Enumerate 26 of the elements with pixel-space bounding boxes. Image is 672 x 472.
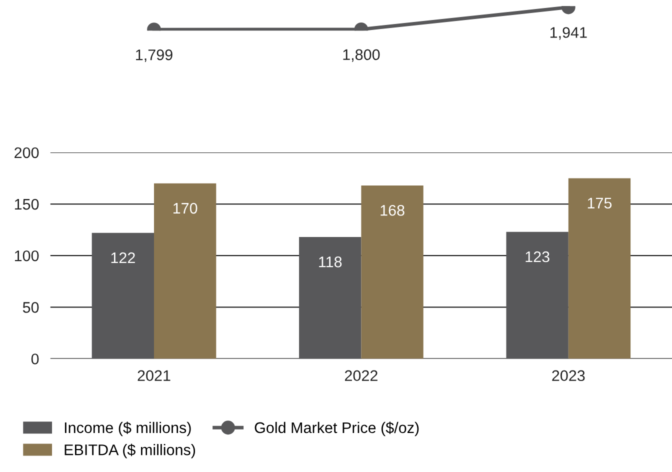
bar [506,232,568,359]
data-label: 168 [380,204,404,216]
y-tick-label: 200 [14,147,39,158]
data-label: 122 [111,252,135,264]
data-label: 123 [526,251,550,262]
legend-label: EBITDA ($ millions) [64,444,196,458]
y-tick-label: 100 [14,250,39,262]
bar [361,185,424,359]
data-label: 118 [319,256,342,268]
bar [568,178,631,359]
y-tick-label: 50 [22,302,39,313]
data-label: 1,941 [550,27,587,40]
x-tick-label: 2021 [138,370,170,382]
legend-label: Income ($ millions) [64,422,191,436]
bar [154,183,216,359]
data-label: 1,799 [136,49,172,62]
bar [92,232,154,359]
y-tick-label: 0 [31,354,39,364]
data-label: 1,800 [343,49,380,62]
x-tick-label: 2022 [344,370,378,382]
x-tick-label: 2023 [552,370,585,382]
data-label: 175 [588,198,612,209]
bar [299,237,362,359]
legend-label: Gold Market Price ($/oz) [254,422,419,436]
y-tick-label: 150 [14,198,39,210]
data-label: 170 [174,202,198,214]
